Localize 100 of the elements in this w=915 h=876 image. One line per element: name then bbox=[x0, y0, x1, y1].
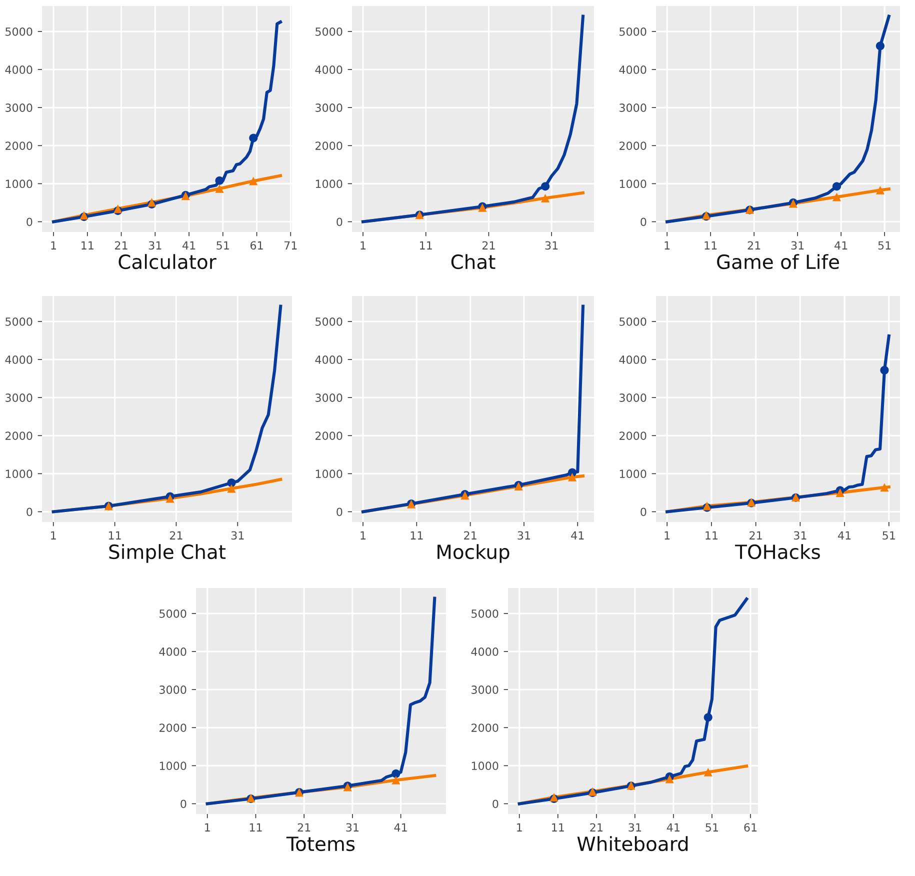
y-tick-label: 2000 bbox=[6, 432, 32, 440]
point bbox=[215, 176, 224, 185]
y-tick-label: 0 bbox=[492, 800, 498, 808]
point bbox=[880, 483, 889, 492]
y-tick-label: 5000 bbox=[472, 609, 498, 618]
y-tick-label: 0 bbox=[26, 218, 32, 226]
y-tick-label: 1000 bbox=[620, 180, 646, 188]
y-tick-label: 4000 bbox=[315, 356, 342, 364]
line-series bbox=[52, 20, 282, 224]
point bbox=[227, 484, 236, 493]
x-tick-label: 1 bbox=[360, 531, 366, 540]
line-series bbox=[52, 304, 282, 514]
x-tick-label: 21 bbox=[590, 823, 602, 832]
y-tick-label: 1000 bbox=[620, 470, 646, 478]
y-tick-label: 2000 bbox=[6, 142, 32, 150]
point bbox=[541, 182, 550, 191]
x-tick-label: 41 bbox=[182, 241, 196, 250]
text: TOHacks bbox=[735, 544, 820, 560]
x-tick-label: 31 bbox=[231, 531, 244, 540]
x-tick-label: 11 bbox=[420, 241, 432, 250]
point bbox=[249, 134, 258, 142]
y-tick-label: 0 bbox=[336, 508, 342, 516]
point bbox=[392, 769, 400, 778]
y-tick-label: 2000 bbox=[620, 432, 646, 440]
line-series bbox=[361, 14, 585, 224]
x-tick-label: 31 bbox=[794, 531, 806, 540]
text: Mockup bbox=[438, 544, 510, 563]
x-tick-label: 51 bbox=[216, 241, 229, 250]
x-tick-label: 21 bbox=[482, 241, 495, 250]
y-tick-label: 5000 bbox=[316, 27, 342, 36]
x-tick-label: 41 bbox=[571, 531, 584, 540]
text: Game of Life bbox=[717, 254, 839, 270]
x-tick-label: 31 bbox=[518, 531, 530, 540]
x-tick-label: 1 bbox=[205, 823, 210, 832]
point bbox=[876, 186, 884, 194]
x-tick-label: 51 bbox=[878, 241, 891, 250]
y-tick-label: 1000 bbox=[6, 180, 32, 188]
point bbox=[876, 42, 884, 50]
x-tick-label: 21 bbox=[748, 241, 760, 250]
y-tick-label: 4000 bbox=[619, 356, 646, 364]
y-tick-label: 2000 bbox=[620, 142, 646, 150]
y-tick-label: 3000 bbox=[6, 394, 32, 402]
x-tick-label: 31 bbox=[545, 241, 558, 250]
y-tick-label: 3000 bbox=[6, 104, 32, 112]
point bbox=[704, 768, 712, 776]
x-tick-label: 41 bbox=[838, 531, 851, 540]
y-tick-label: 4000 bbox=[471, 648, 498, 656]
y-tick-label: 2000 bbox=[472, 724, 498, 732]
x-tick-label: 31 bbox=[148, 241, 162, 250]
x-tick-label: 21 bbox=[170, 531, 182, 540]
x-tick-label: 31 bbox=[791, 241, 804, 250]
y-tick-label: 5000 bbox=[160, 609, 186, 618]
point bbox=[704, 713, 712, 722]
x-tick-label: 51 bbox=[706, 823, 718, 832]
x-tick-label: 41 bbox=[834, 241, 848, 250]
text: Totems bbox=[286, 836, 355, 852]
line-series bbox=[206, 596, 436, 806]
x-tick-label: 21 bbox=[115, 241, 128, 250]
y-tick-label: 4000 bbox=[619, 66, 646, 74]
x-tick-label: 1 bbox=[517, 823, 522, 832]
y-tick-label: 5000 bbox=[6, 317, 32, 326]
y-tick-label: 3000 bbox=[620, 104, 646, 112]
x-tick-label: 21 bbox=[464, 531, 476, 540]
point bbox=[541, 194, 550, 202]
x-tick-label: 21 bbox=[298, 823, 310, 832]
y-tick-label: 4000 bbox=[5, 66, 32, 74]
line-series bbox=[666, 14, 890, 224]
y-tick-label: 2000 bbox=[316, 142, 342, 150]
line-series bbox=[666, 334, 890, 514]
x-tick-label: 1 bbox=[664, 241, 670, 250]
point bbox=[249, 176, 258, 186]
x-tick-label: 11 bbox=[250, 823, 262, 832]
y-tick-label: 1000 bbox=[472, 762, 498, 770]
point bbox=[215, 184, 224, 193]
x-tick-label: 11 bbox=[410, 531, 423, 540]
y-tick-label: 0 bbox=[640, 218, 646, 226]
x-tick-label: 11 bbox=[552, 823, 564, 832]
y-tick-label: 3000 bbox=[316, 394, 342, 402]
x-tick-label: 51 bbox=[882, 531, 895, 540]
y-tick-label: 5000 bbox=[316, 317, 342, 326]
y-tick-label: 3000 bbox=[160, 686, 186, 694]
x-tick-label: 11 bbox=[704, 241, 717, 250]
y-tick-label: 5000 bbox=[6, 27, 32, 36]
point bbox=[392, 776, 400, 784]
y-tick-label: 0 bbox=[26, 508, 32, 516]
point bbox=[568, 472, 577, 482]
y-tick-label: 5000 bbox=[620, 317, 646, 326]
text: Chat bbox=[451, 254, 496, 270]
y-tick-label: 2000 bbox=[316, 432, 342, 440]
x-tick-label: 11 bbox=[108, 531, 121, 540]
y-tick-label: 1000 bbox=[6, 470, 32, 478]
y-tick-label: 2000 bbox=[160, 724, 186, 732]
x-tick-label: 1 bbox=[664, 531, 670, 540]
y-tick-label: 1000 bbox=[160, 762, 186, 770]
text: Simple Chat bbox=[109, 544, 226, 563]
text: Calculator bbox=[118, 254, 216, 270]
y-tick-label: 0 bbox=[180, 800, 186, 808]
x-tick-label: 61 bbox=[744, 823, 757, 832]
point bbox=[832, 192, 841, 202]
point bbox=[665, 774, 674, 784]
